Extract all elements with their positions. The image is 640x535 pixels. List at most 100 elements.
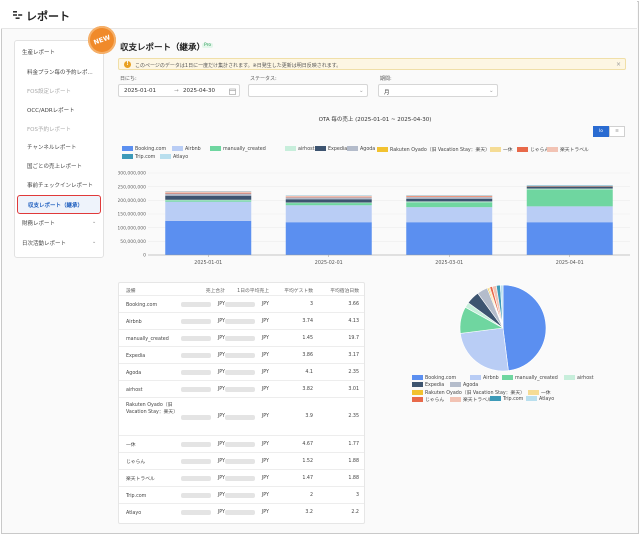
bar-segment[interactable] bbox=[285, 203, 372, 206]
sidebar-item[interactable]: FOS設定レポート bbox=[27, 87, 71, 95]
bar-segment[interactable] bbox=[406, 198, 493, 202]
legend-swatch bbox=[564, 375, 575, 380]
legend-item[interactable]: Trip.com bbox=[490, 396, 523, 402]
table-row[interactable]: じゃらん JPY JPY 1.52 1.88 bbox=[119, 452, 364, 469]
bar-segment[interactable] bbox=[406, 222, 493, 255]
bar-segment[interactable] bbox=[285, 196, 372, 198]
bar-segment[interactable] bbox=[526, 185, 613, 187]
table-row[interactable]: Rakuten Oyado（旧 Vacation Stay：楽天） JPY JPY 3… bbox=[119, 397, 364, 435]
bar-segment[interactable] bbox=[526, 222, 613, 255]
sidebar-item[interactable]: 事前チェックインレポート bbox=[27, 181, 93, 189]
legend-item[interactable]: Agoda bbox=[450, 382, 478, 388]
bar-segment[interactable] bbox=[526, 188, 613, 190]
legend-item[interactable]: manually_created bbox=[502, 375, 558, 381]
date-range-picker[interactable]: 2025-01-01 → 2025-04-30 bbox=[118, 84, 240, 97]
row-label: じゃらん bbox=[126, 459, 146, 465]
sidebar-item-label: 生産レポート bbox=[22, 50, 56, 56]
y-tick-label: 300,000,000 bbox=[118, 171, 146, 177]
pie-slice[interactable] bbox=[499, 284, 504, 329]
bar-segment[interactable] bbox=[165, 199, 252, 201]
table-row[interactable]: Booking.com JPY JPY 3 3.66 bbox=[119, 295, 364, 312]
bar-segment[interactable] bbox=[165, 200, 252, 202]
legend-item[interactable]: 楽天トラベル bbox=[547, 146, 589, 153]
table-row[interactable]: Agoda JPY JPY 4.1 2.35 bbox=[119, 363, 364, 380]
pie-slice[interactable] bbox=[502, 284, 547, 371]
sidebar-item[interactable]: 国ごとの売上レポート bbox=[27, 162, 82, 170]
bar-segment[interactable] bbox=[526, 206, 613, 223]
bar-segment[interactable] bbox=[406, 207, 493, 223]
legend-item[interactable]: じゃらん bbox=[412, 396, 444, 403]
legend-item[interactable]: 一休 bbox=[490, 146, 513, 153]
table-row[interactable]: airhost JPY JPY 3.82 3.01 bbox=[119, 380, 364, 397]
table-row[interactable]: Expedia JPY JPY 3.86 3.17 bbox=[119, 346, 364, 363]
bar-segment[interactable] bbox=[165, 201, 252, 221]
legend-item[interactable]: Agoda bbox=[347, 146, 375, 152]
sidebar-item[interactable]: 生産レポート⌃ bbox=[22, 48, 96, 56]
legend-item[interactable]: Expedia bbox=[412, 382, 444, 388]
sidebar-item[interactable]: 財務レポート ⌄ bbox=[22, 219, 96, 227]
cell-value: 1.52 bbox=[302, 458, 313, 464]
legend-item[interactable]: Airbnb bbox=[470, 375, 499, 381]
legend-item[interactable]: Rakuten Oyado（旧 Vacation Stay：楽天） bbox=[377, 146, 490, 153]
bar-segment[interactable] bbox=[285, 205, 372, 223]
legend-item[interactable]: Trip.com bbox=[122, 154, 155, 160]
legend-item[interactable]: manually_created bbox=[210, 146, 266, 152]
legend-item[interactable]: Airbnb bbox=[172, 146, 201, 152]
table-row[interactable]: Airbnb JPY JPY 3.74 4.13 bbox=[119, 312, 364, 329]
chart-view-tab[interactable]: lo bbox=[593, 126, 609, 137]
bar-segment[interactable] bbox=[406, 202, 493, 208]
cell-value: JPY bbox=[261, 492, 269, 498]
period-select[interactable]: 月 ⌄ bbox=[378, 84, 498, 97]
status-select[interactable]: ⌄ bbox=[248, 84, 368, 97]
bar-segment[interactable] bbox=[406, 195, 493, 197]
legend-item[interactable]: 楽天トラベル bbox=[450, 396, 492, 403]
table-row[interactable]: Atlayo JPY JPY 3.2 2.2 bbox=[119, 503, 364, 520]
table-view-tab[interactable]: ≡ bbox=[609, 126, 625, 137]
legend-item[interactable]: airhost bbox=[285, 146, 315, 152]
page-title: 収支レポート（継承） bbox=[120, 43, 206, 53]
legend-item[interactable]: Atlayo bbox=[526, 396, 554, 402]
redacted-amount bbox=[225, 302, 255, 307]
bar-segment[interactable] bbox=[406, 197, 493, 199]
sidebar-item[interactable]: OCC/ADRレポート bbox=[27, 106, 75, 114]
bar-segment[interactable] bbox=[526, 186, 613, 187]
legend-item[interactable]: 一休 bbox=[528, 389, 551, 396]
legend-item[interactable]: Rakuten Oyado（旧 Vacation Stay：楽天） bbox=[412, 389, 525, 396]
bar-segment[interactable] bbox=[406, 196, 493, 198]
bar-segment[interactable] bbox=[165, 195, 252, 200]
bar-segment[interactable] bbox=[285, 195, 372, 197]
table-row[interactable]: Trip.com JPY JPY 2 3 bbox=[119, 486, 364, 503]
bar-segment[interactable] bbox=[165, 191, 252, 193]
table-row[interactable]: 一休 JPY JPY 4.67 1.77 bbox=[119, 435, 364, 452]
legend-item[interactable]: じゃらん bbox=[517, 146, 549, 153]
legend-swatch bbox=[412, 382, 423, 387]
bar-segment[interactable] bbox=[165, 192, 252, 194]
sidebar-item[interactable]: FOS予約レポート bbox=[27, 125, 71, 133]
cell-value: 2.2 bbox=[351, 509, 359, 515]
bar-segment[interactable] bbox=[285, 202, 372, 204]
row-label: Expedia bbox=[126, 353, 146, 359]
table-row[interactable]: 楽天トラベル JPY JPY 1.47 1.88 bbox=[119, 469, 364, 486]
cell-value: JPY bbox=[261, 301, 269, 307]
bar-segment[interactable] bbox=[526, 189, 613, 207]
bar-segment[interactable] bbox=[526, 186, 613, 189]
bar-segment[interactable] bbox=[165, 220, 252, 255]
bar-segment[interactable] bbox=[285, 199, 372, 203]
bar-segment[interactable] bbox=[285, 222, 372, 255]
legend-item[interactable]: Expedia bbox=[315, 146, 347, 152]
pie-slice[interactable] bbox=[460, 327, 509, 372]
legend-item[interactable]: airhost bbox=[564, 375, 594, 381]
legend-item[interactable]: Booking.com bbox=[412, 375, 456, 381]
sidebar-item[interactable]: 料金プラン毎の予約レポ... bbox=[27, 68, 93, 76]
sidebar-item[interactable]: チャンネルレポート bbox=[27, 143, 76, 151]
bar-segment[interactable] bbox=[406, 201, 493, 203]
bar-segment[interactable] bbox=[285, 197, 372, 200]
sidebar-item-active[interactable]: 収支レポート（継承） bbox=[17, 195, 101, 214]
sidebar-item[interactable]: 日次活動レポート ⌄ bbox=[22, 239, 96, 247]
legend-item[interactable]: Atlayo bbox=[160, 154, 188, 160]
chevron-down-icon: ⌄ bbox=[359, 88, 364, 94]
legend-item[interactable]: Booking.com bbox=[122, 146, 166, 152]
table-row[interactable]: manually_created JPY JPY 1.45 19.7 bbox=[119, 329, 364, 346]
bar-segment[interactable] bbox=[165, 193, 252, 196]
close-icon[interactable]: × bbox=[616, 60, 622, 68]
